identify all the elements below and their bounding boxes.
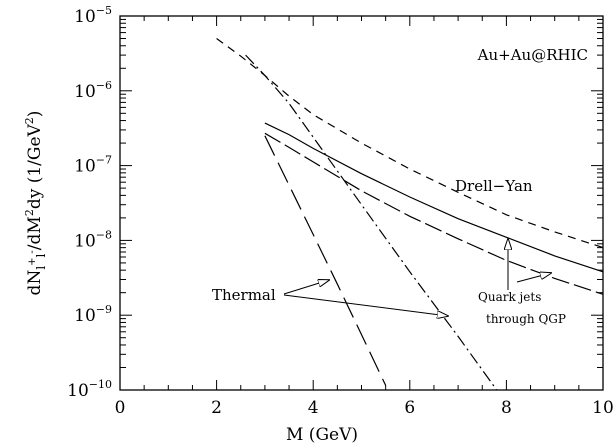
y-axis-ticks: 10−10 10−9 10−8 10−7 10−6 10−5 bbox=[67, 4, 603, 401]
thermal-label: Thermal bbox=[212, 286, 276, 304]
x-axis-ticks: 0 2 4 6 8 10 bbox=[115, 16, 613, 418]
y-tick-label: 10−5 bbox=[74, 4, 112, 27]
x-tick-label: 0 bbox=[115, 398, 126, 418]
thermal-arrow-upper bbox=[283, 280, 329, 295]
y-axis-title: dNl+l-/dM2dy (1/GeV2) bbox=[23, 111, 48, 296]
x-axis-title: M (GeV) bbox=[286, 425, 358, 445]
system-label: Au+Au@RHIC bbox=[477, 46, 588, 64]
quark-jets-arrow-right bbox=[516, 273, 551, 283]
series-line-quark-jets-through-qgp-2 bbox=[264, 132, 604, 295]
y-tick-label: 10−9 bbox=[74, 303, 112, 326]
series-layer bbox=[216, 38, 604, 391]
series-line-thermal-3 bbox=[245, 54, 498, 391]
x-tick-label: 10 bbox=[592, 398, 613, 418]
x-tick-label: 4 bbox=[308, 398, 319, 418]
y-tick-label: 10−8 bbox=[74, 228, 112, 251]
series-line-thermal-4 bbox=[264, 135, 387, 386]
x-tick-label: 8 bbox=[501, 398, 512, 418]
y-tick-label: 10−7 bbox=[74, 154, 112, 177]
x-tick-label: 6 bbox=[404, 398, 415, 418]
y-tick-label: 10−6 bbox=[74, 79, 112, 102]
x-tick-label: 2 bbox=[211, 398, 222, 418]
quark-jets-label-line1: Quark jets bbox=[478, 290, 541, 304]
series-line-drell-yan-0 bbox=[216, 38, 604, 249]
drell-yan-label: Drell−Yan bbox=[455, 177, 533, 195]
series-line-curve-1 bbox=[264, 122, 604, 273]
quark-jets-label-line2: through QGP bbox=[486, 312, 566, 326]
y-tick-label: 10−10 bbox=[67, 378, 112, 401]
thermal-arrow-lower bbox=[283, 294, 448, 316]
